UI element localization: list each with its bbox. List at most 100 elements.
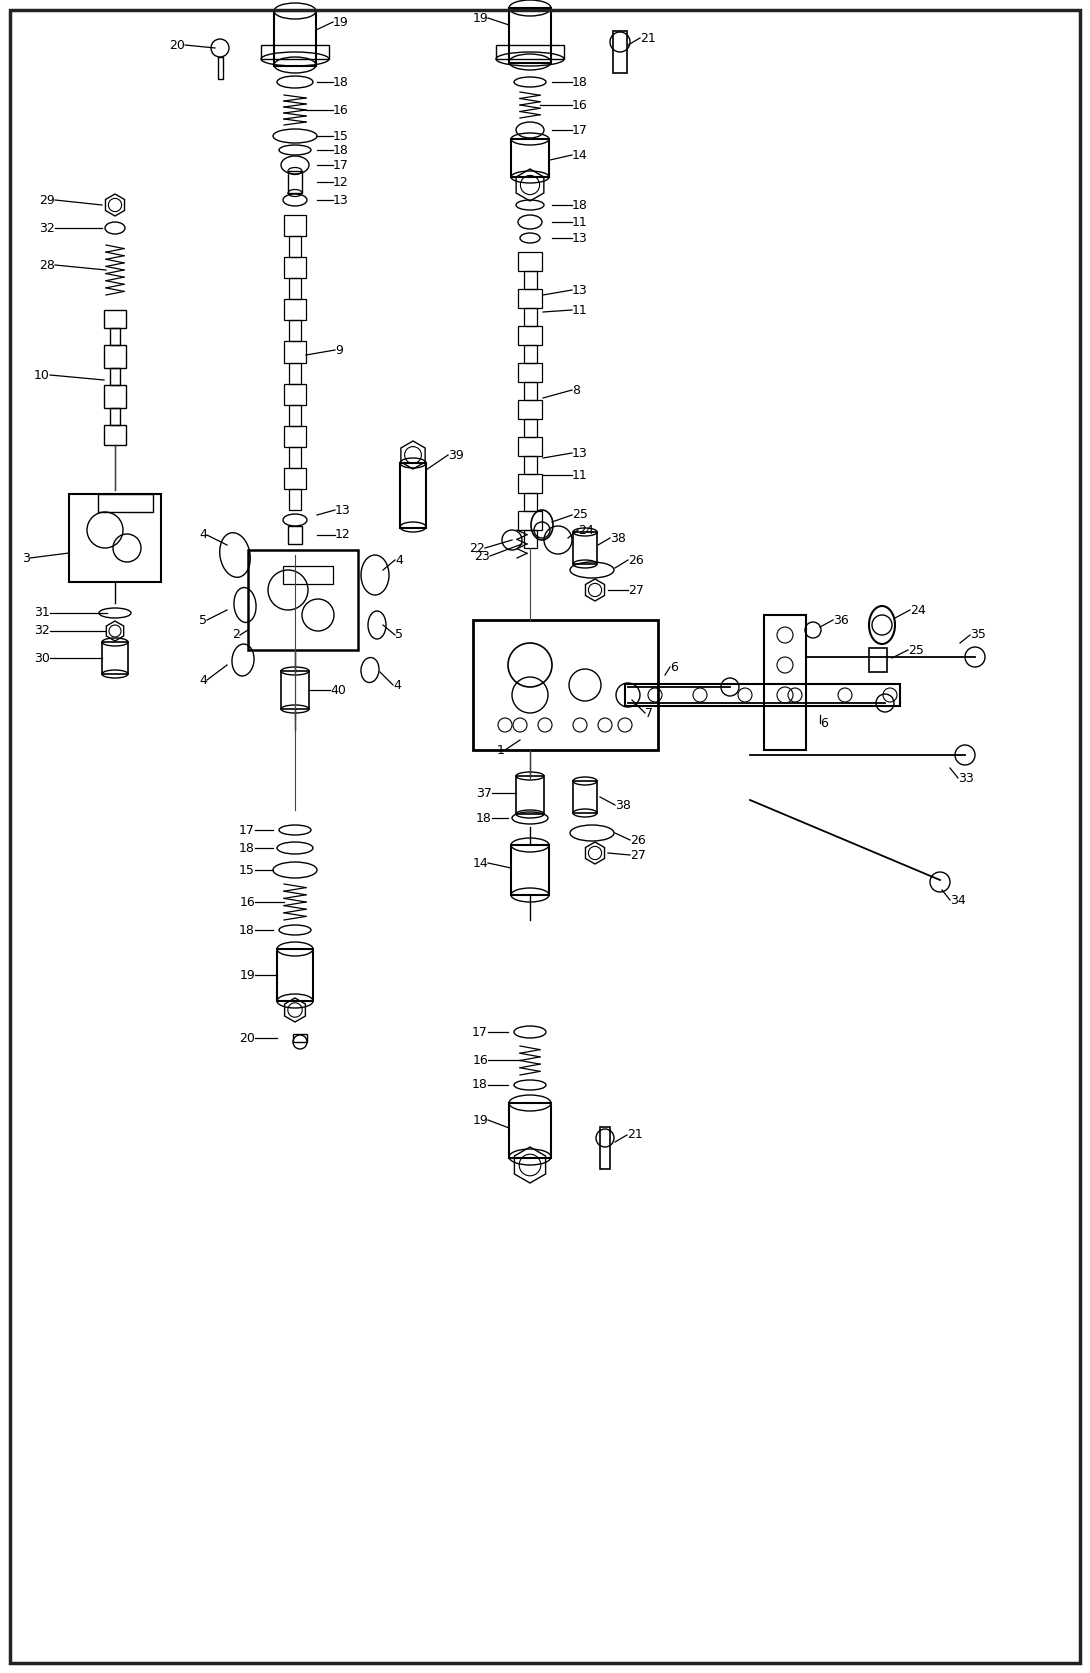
Bar — [518, 253, 542, 271]
Bar — [289, 489, 301, 510]
Text: 20: 20 — [239, 1032, 255, 1044]
Bar — [110, 408, 120, 425]
Text: 18: 18 — [239, 923, 255, 937]
Text: 4: 4 — [199, 674, 207, 686]
Text: 18: 18 — [334, 75, 349, 89]
Text: 11: 11 — [572, 216, 588, 229]
Text: 13: 13 — [334, 194, 349, 206]
Text: 8: 8 — [572, 383, 580, 397]
Text: 9: 9 — [335, 343, 343, 356]
Bar — [764, 616, 806, 750]
Bar — [523, 271, 536, 289]
Bar — [284, 299, 306, 320]
Text: 17: 17 — [239, 823, 255, 836]
Bar — [289, 236, 301, 258]
Text: 16: 16 — [334, 104, 349, 117]
Bar — [274, 10, 316, 65]
Text: 12: 12 — [334, 176, 349, 189]
Text: 35: 35 — [970, 629, 985, 641]
Text: 6: 6 — [670, 661, 678, 674]
Bar — [288, 525, 302, 544]
Text: 18: 18 — [472, 1079, 488, 1091]
Bar — [509, 1103, 552, 1158]
Bar — [518, 437, 542, 455]
Bar — [523, 345, 536, 363]
Bar — [518, 400, 542, 418]
Text: 18: 18 — [239, 842, 255, 855]
Text: 18: 18 — [334, 144, 349, 157]
Text: 39: 39 — [448, 448, 463, 462]
Bar — [511, 139, 549, 177]
Text: 29: 29 — [39, 194, 54, 206]
Bar — [523, 381, 536, 400]
Bar — [218, 57, 222, 79]
Text: 5: 5 — [395, 629, 403, 641]
Bar — [284, 425, 306, 447]
Text: 19: 19 — [239, 969, 255, 982]
Text: 30: 30 — [34, 651, 50, 664]
Text: 11: 11 — [572, 468, 588, 482]
Text: 27: 27 — [628, 584, 644, 597]
Text: 19: 19 — [334, 15, 349, 28]
Bar — [284, 383, 306, 405]
Bar — [249, 550, 358, 651]
Bar — [573, 781, 597, 813]
Bar — [523, 308, 536, 326]
Text: 5: 5 — [199, 614, 207, 626]
Text: 4: 4 — [395, 554, 403, 567]
Text: 19: 19 — [472, 1114, 488, 1126]
Bar — [523, 492, 536, 510]
Text: 12: 12 — [335, 529, 351, 542]
Text: 18: 18 — [572, 75, 588, 89]
Bar — [69, 494, 161, 582]
Text: 17: 17 — [334, 159, 349, 172]
Bar — [284, 468, 306, 489]
Text: 7: 7 — [645, 706, 653, 719]
Text: 18: 18 — [476, 811, 492, 825]
Bar — [277, 949, 313, 1000]
Text: 24: 24 — [578, 524, 594, 537]
Text: 23: 23 — [474, 549, 490, 562]
Bar — [104, 385, 126, 408]
Bar — [400, 462, 426, 527]
Text: 34: 34 — [950, 893, 966, 907]
Bar — [284, 216, 306, 236]
Bar — [518, 326, 542, 345]
Bar — [613, 32, 627, 74]
Bar — [523, 455, 536, 473]
Text: 3: 3 — [22, 552, 31, 564]
Text: 27: 27 — [630, 848, 646, 862]
Text: 4: 4 — [199, 529, 207, 542]
Bar — [289, 447, 301, 468]
Bar — [518, 473, 542, 492]
Text: 36: 36 — [833, 614, 849, 626]
Text: 24: 24 — [910, 604, 925, 616]
Text: 10: 10 — [34, 368, 50, 381]
Bar — [110, 328, 120, 345]
Text: 28: 28 — [39, 259, 54, 271]
Text: 16: 16 — [472, 1054, 488, 1066]
Text: 13: 13 — [572, 447, 588, 460]
Text: 13: 13 — [572, 231, 588, 244]
Bar — [289, 320, 301, 341]
Text: 40: 40 — [330, 684, 346, 696]
Bar — [511, 845, 549, 895]
Text: 26: 26 — [628, 554, 644, 567]
Text: 25: 25 — [572, 509, 588, 522]
Bar — [284, 258, 306, 278]
Text: 25: 25 — [908, 644, 924, 656]
Text: 4: 4 — [393, 679, 401, 691]
Bar — [289, 363, 301, 383]
Text: 14: 14 — [572, 149, 588, 162]
Text: 32: 32 — [39, 221, 54, 234]
Bar — [518, 510, 542, 529]
Bar — [472, 621, 657, 750]
Bar — [110, 368, 120, 385]
Text: 21: 21 — [627, 1129, 643, 1141]
Text: 13: 13 — [572, 283, 588, 296]
Text: 16: 16 — [239, 895, 255, 908]
Bar — [97, 494, 153, 512]
Bar — [289, 278, 301, 299]
Text: 15: 15 — [334, 129, 349, 142]
Text: 18: 18 — [572, 199, 588, 211]
